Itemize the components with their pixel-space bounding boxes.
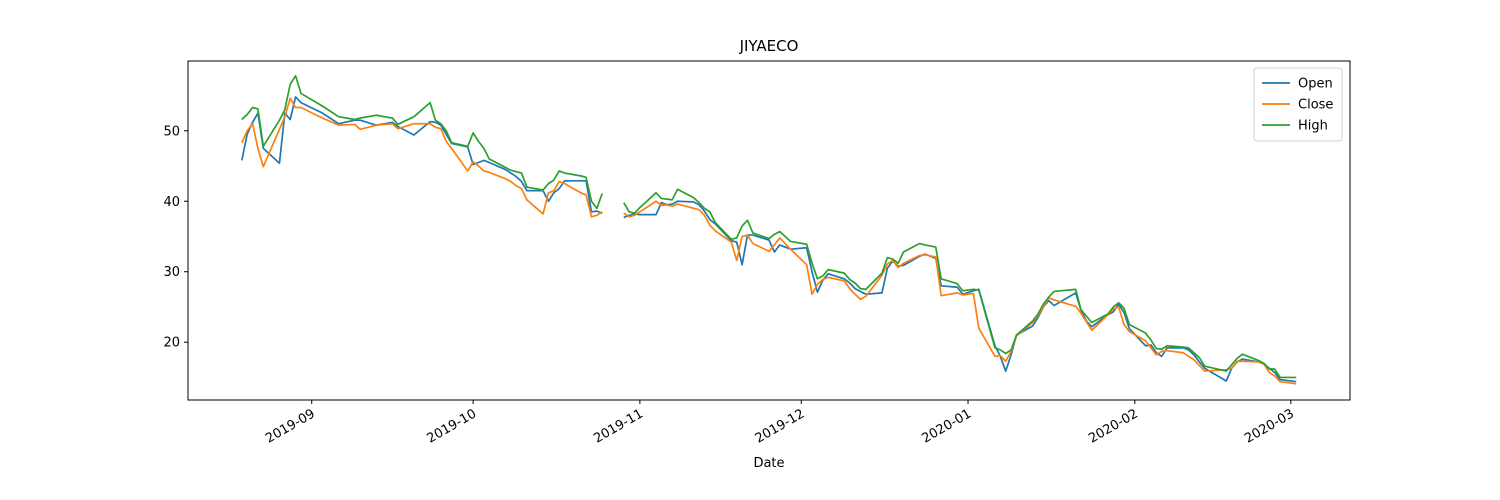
x-tick-label: 2020-03: [1242, 406, 1297, 446]
x-tick-label: 2019-12: [753, 406, 808, 446]
y-tick-label: 20: [163, 336, 180, 351]
x-axis-label: Date: [753, 456, 784, 471]
y-tick-label: 40: [163, 195, 180, 210]
legend-box: [1253, 67, 1343, 142]
x-tick-label: 2019-10: [425, 406, 480, 446]
y-tick-label: 30: [163, 265, 180, 280]
x-tick-label: 2020-02: [1086, 406, 1141, 446]
series-line: [241, 74, 1297, 379]
chart-title: JIYAECO: [739, 37, 799, 55]
series-line: [241, 97, 1297, 385]
legend-label: Close: [1298, 98, 1333, 113]
x-tick-label: 2019-11: [591, 406, 646, 446]
axes-frame: [187, 60, 1351, 401]
x-tick-label: 2019-09: [263, 406, 318, 446]
legend-label: High: [1298, 119, 1328, 134]
legend-label: Open: [1298, 77, 1333, 92]
y-tick-label: 50: [163, 124, 180, 139]
x-tick-label: 2020-01: [919, 406, 974, 446]
